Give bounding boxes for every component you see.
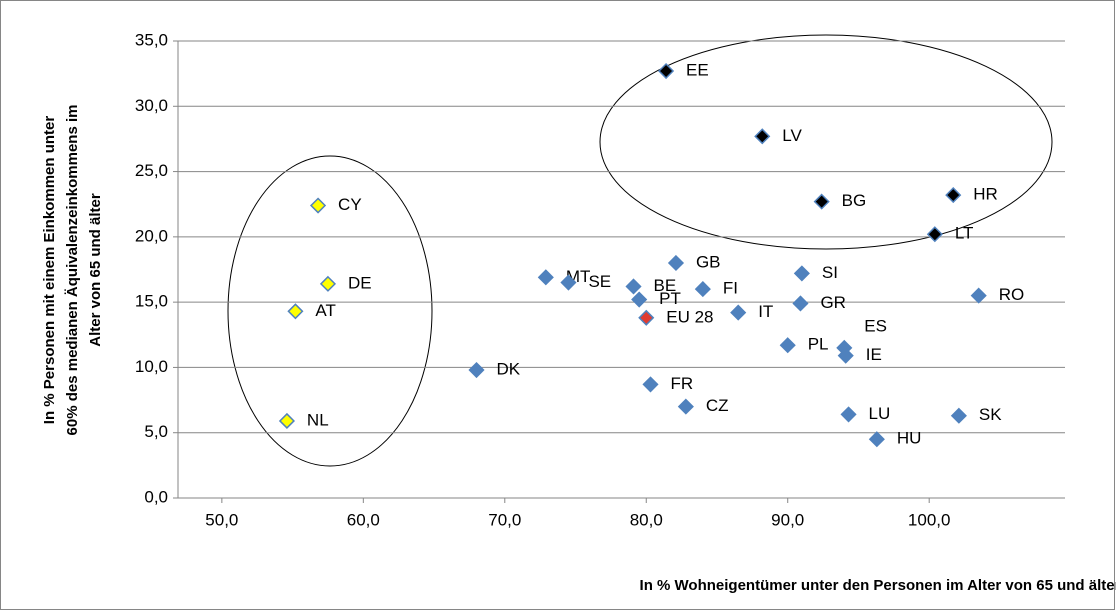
data-point [638, 309, 655, 326]
y-tick-label: 0,0 [144, 487, 168, 506]
data-point [837, 347, 854, 364]
point-label: SK [979, 405, 1002, 424]
point-label: HR [973, 185, 998, 204]
data-point [779, 337, 796, 354]
x-tick-label: 50,0 [205, 510, 238, 529]
point-label: HU [897, 429, 922, 448]
x-tick-label: 70,0 [488, 510, 521, 529]
point-label: DK [496, 360, 520, 379]
data-point [840, 406, 857, 423]
data-point [677, 398, 694, 415]
y-tick-label: 25,0 [135, 161, 168, 180]
y-tick-label: 5,0 [144, 422, 168, 441]
data-point [560, 274, 577, 291]
point-label: ES [864, 316, 887, 335]
point-label: FR [671, 374, 694, 393]
point-label: GB [696, 252, 721, 271]
y-axis-title-line: Alter von 65 und älter [87, 193, 104, 347]
point-label: IE [866, 345, 882, 364]
data-point [658, 62, 675, 80]
point-label: SE [588, 272, 611, 291]
data-point [694, 281, 711, 298]
y-tick-label: 30,0 [135, 96, 168, 115]
point-label: RO [999, 285, 1025, 304]
x-tick-label: 60,0 [347, 510, 380, 529]
x-tick-label: 80,0 [630, 510, 663, 529]
point-label: LT [955, 224, 974, 243]
point-label: PL [808, 335, 829, 354]
data-point [945, 187, 962, 204]
data-point [793, 265, 810, 282]
y-tick-label: 10,0 [135, 357, 168, 376]
point-label: DE [348, 273, 372, 292]
point-label: AT [315, 301, 335, 320]
point-label: BG [842, 191, 867, 210]
point-label: PT [659, 289, 681, 308]
data-point [319, 275, 337, 292]
x-tick-label: 100,0 [908, 510, 951, 529]
data-point [813, 193, 830, 210]
point-label: FI [723, 279, 738, 298]
data-point [631, 291, 648, 308]
point-label: EU 28 [666, 307, 713, 326]
group-ellipse [227, 155, 433, 467]
point-label: CY [338, 195, 362, 214]
point-label: EE [686, 61, 709, 80]
data-point [730, 304, 747, 321]
data-point [468, 361, 485, 379]
point-label: IT [758, 302, 773, 321]
data-point [926, 226, 943, 243]
data-point [792, 295, 809, 312]
y-tick-label: 35,0 [135, 30, 168, 49]
point-label: SI [822, 263, 838, 282]
point-label: LV [782, 126, 802, 145]
data-point [278, 412, 295, 430]
group-ellipse [599, 34, 1053, 250]
point-label: CZ [706, 396, 729, 415]
data-point [950, 407, 967, 424]
data-point [667, 254, 685, 272]
data-point [868, 431, 885, 448]
y-axis-title-line: In % Personen mit einem Einkommen unter [41, 116, 58, 425]
point-label: NL [307, 410, 329, 429]
y-tick-label: 20,0 [135, 226, 168, 245]
data-point [970, 287, 987, 304]
x-tick-label: 90,0 [771, 510, 804, 529]
data-point [625, 278, 642, 295]
point-label: GR [820, 293, 846, 312]
data-point [309, 197, 327, 214]
point-label: LU [869, 404, 891, 423]
y-axis-title: In % Personen mit einem Einkommen unter … [41, 105, 104, 436]
data-point [537, 269, 554, 286]
point-label: BE [654, 276, 677, 295]
y-axis-title-line: 60% des medianen Äquivalenzeinkommens im [64, 105, 81, 436]
data-point [642, 376, 659, 393]
y-tick-label: 15,0 [135, 292, 168, 311]
data-point [287, 303, 304, 320]
x-axis-title: In % Wohneigentümer unter den Personen i… [640, 577, 1116, 594]
data-point [754, 128, 771, 145]
